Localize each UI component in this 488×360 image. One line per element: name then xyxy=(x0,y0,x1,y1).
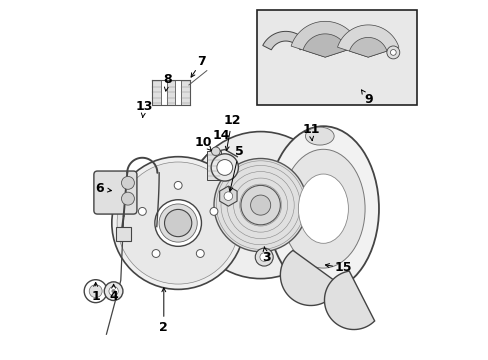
Bar xyxy=(257,10,416,105)
Circle shape xyxy=(214,158,306,252)
Circle shape xyxy=(159,204,197,242)
Text: 10: 10 xyxy=(194,136,212,149)
Circle shape xyxy=(386,46,399,59)
Circle shape xyxy=(209,207,218,215)
Text: 2: 2 xyxy=(159,320,168,333)
Polygon shape xyxy=(262,31,308,50)
Circle shape xyxy=(121,192,134,205)
Circle shape xyxy=(187,132,333,279)
FancyBboxPatch shape xyxy=(94,171,137,214)
Polygon shape xyxy=(324,271,374,329)
Ellipse shape xyxy=(281,149,365,268)
Text: 4: 4 xyxy=(109,290,118,303)
Ellipse shape xyxy=(267,126,378,291)
Circle shape xyxy=(152,249,160,257)
Ellipse shape xyxy=(298,174,347,243)
Polygon shape xyxy=(290,21,359,57)
Circle shape xyxy=(174,181,182,189)
Ellipse shape xyxy=(305,127,333,145)
Circle shape xyxy=(211,154,238,181)
Circle shape xyxy=(89,285,102,298)
Circle shape xyxy=(241,185,280,225)
Text: 3: 3 xyxy=(261,251,270,264)
Polygon shape xyxy=(303,34,346,57)
Text: 12: 12 xyxy=(223,114,240,127)
Polygon shape xyxy=(349,37,386,57)
Bar xyxy=(181,80,189,105)
Text: 15: 15 xyxy=(334,261,351,274)
Bar xyxy=(166,80,175,105)
Circle shape xyxy=(224,192,232,201)
Circle shape xyxy=(104,282,122,301)
Polygon shape xyxy=(337,25,398,57)
Circle shape xyxy=(84,280,107,303)
Circle shape xyxy=(389,50,395,55)
Text: 7: 7 xyxy=(197,55,205,68)
Circle shape xyxy=(112,289,115,293)
Text: 11: 11 xyxy=(302,123,319,136)
Circle shape xyxy=(155,200,201,246)
Circle shape xyxy=(121,176,134,189)
Polygon shape xyxy=(280,250,339,306)
Text: 6: 6 xyxy=(95,183,103,195)
Circle shape xyxy=(196,249,204,257)
Text: 1: 1 xyxy=(91,290,100,303)
Circle shape xyxy=(138,207,146,215)
Text: 14: 14 xyxy=(212,129,229,142)
Bar xyxy=(116,226,131,241)
Circle shape xyxy=(255,248,273,266)
Bar xyxy=(206,151,221,180)
Text: 13: 13 xyxy=(135,100,152,113)
Text: 9: 9 xyxy=(363,93,372,106)
Circle shape xyxy=(217,159,232,175)
Circle shape xyxy=(112,157,244,289)
Text: 5: 5 xyxy=(234,145,243,158)
Circle shape xyxy=(109,287,118,296)
Circle shape xyxy=(164,210,191,237)
Circle shape xyxy=(250,195,270,215)
Text: 8: 8 xyxy=(163,73,171,86)
Circle shape xyxy=(117,162,239,284)
Circle shape xyxy=(211,147,220,156)
Bar xyxy=(152,80,161,105)
Circle shape xyxy=(260,253,268,261)
